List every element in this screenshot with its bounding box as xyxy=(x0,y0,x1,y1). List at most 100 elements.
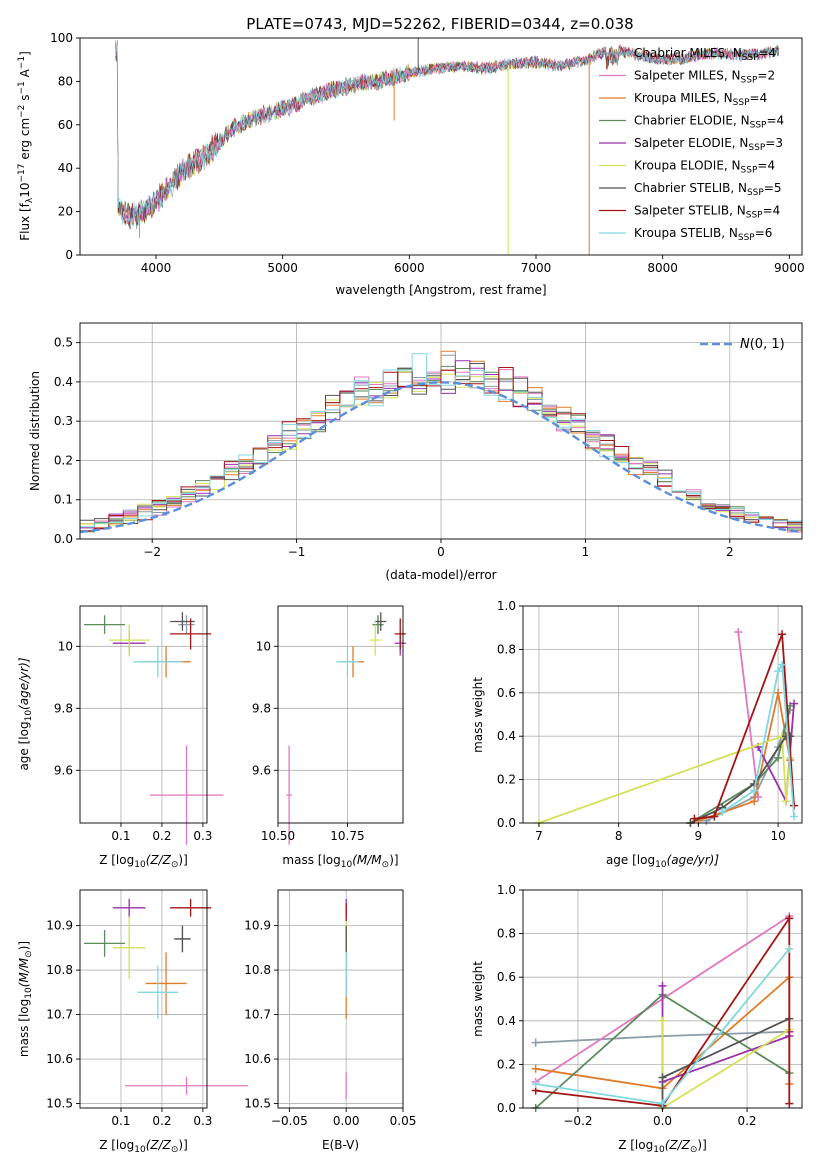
y-tick-label: 0.2 xyxy=(497,1057,516,1071)
label-part: =2 xyxy=(757,69,775,83)
label-part: (age/yr)] xyxy=(17,657,31,710)
y-tick-label: 9.8 xyxy=(252,701,271,715)
y-tick-label: 0.2 xyxy=(54,453,73,467)
x-tick-label: 0.3 xyxy=(193,1114,212,1128)
label-part: =4 xyxy=(750,91,768,105)
label-part: (Z/Z xyxy=(146,1138,172,1152)
label-part: SSP xyxy=(741,166,758,176)
y-tick-label: 10.9 xyxy=(46,919,73,933)
y-axis-label: age [log10(age/yr)] xyxy=(17,657,34,770)
x-tick-label: 0.05 xyxy=(390,1114,417,1128)
mass_vs_EBV-axes xyxy=(278,890,404,1108)
weight-marker xyxy=(778,660,787,669)
weight-marker xyxy=(782,797,791,806)
y-axis-label: mass [log10(M/M⊙)] xyxy=(17,941,34,1057)
label-part: (M/M xyxy=(352,853,382,867)
axes-frame xyxy=(79,889,208,1109)
label-part: (age/yr)] xyxy=(667,853,720,867)
weight-marker xyxy=(658,1099,667,1108)
label-part: (Z/Z xyxy=(665,1138,691,1152)
legend-entry: Kroupa ELODIE, NSSP=4 xyxy=(634,159,775,176)
label-part: )] xyxy=(178,853,187,867)
y-tick-label: 0.5 xyxy=(54,336,73,350)
weight-line-5 xyxy=(538,734,791,824)
label-part: Kroupa STELIB, N xyxy=(634,226,738,240)
weight-marker xyxy=(531,1080,540,1089)
label-part: =4 xyxy=(757,159,775,173)
y-tick-label: 9.8 xyxy=(54,701,73,715)
weight-marker xyxy=(774,688,783,697)
y-tick-label: 1.0 xyxy=(497,883,516,897)
legend-entry: Salpeter ELODIE, NSSP=3 xyxy=(634,136,783,153)
label-part: SSP xyxy=(747,188,764,198)
weight-marker xyxy=(690,814,699,823)
axes-frame xyxy=(79,37,803,256)
residual_hist-axes xyxy=(79,323,803,540)
label-part: A xyxy=(18,68,32,81)
histogram-step-8 xyxy=(80,353,802,528)
x-tick-label: −0.05 xyxy=(271,1114,308,1128)
age_vs_Z-frame: 0.1 0.2 0.3 9.6 9.8 10 xyxy=(54,605,212,843)
weight-marker xyxy=(750,786,759,795)
label-part: (M/M xyxy=(17,957,31,987)
weight-marker xyxy=(531,1038,540,1047)
x-axis-label: (data-model)/error xyxy=(385,568,496,582)
y-tick-label: 100 xyxy=(50,31,73,45)
axes-frame xyxy=(79,605,208,824)
mass_weight_vs_age-frame: 7 8 9 10 0.0 0.2 0.4 0.6 0.8 1.0 xyxy=(497,599,803,843)
weight-marker xyxy=(790,812,799,821)
x-tick-label: 10.50 xyxy=(261,829,295,843)
label-part: erg cm xyxy=(18,118,32,164)
y-tick-label: 10.8 xyxy=(244,963,271,977)
legend-entry: Kroupa STELIB, NSSP=6 xyxy=(634,226,772,243)
x-tick-label: 0.0 xyxy=(653,1114,672,1128)
weight-line-7 xyxy=(535,915,791,1107)
y-axis-label: mass weight xyxy=(471,961,485,1037)
y-axis-label: Normed distribution xyxy=(28,371,42,491)
weight-marker xyxy=(531,1064,540,1073)
mass_vs_EBV-frame: −0.05 0.00 0.05 10.5 10.6 10.7 10.8 10.9 xyxy=(244,889,417,1128)
label-part: (Z/Z xyxy=(146,853,172,867)
label-part: ⊙ xyxy=(171,1145,179,1155)
label-part: )] xyxy=(697,1138,706,1152)
label-part: =5 xyxy=(764,181,782,195)
label-part: SSP xyxy=(738,233,755,243)
weight-marker xyxy=(658,1073,667,1082)
y-axis-label: mass weight xyxy=(471,677,485,753)
label-part: SSP xyxy=(741,76,758,86)
spectrum-line-8 xyxy=(115,45,779,228)
label-part: Z [log xyxy=(99,1138,134,1152)
x-axis-label: Z [log10(Z/Z⊙)] xyxy=(99,853,188,870)
x-tick-label: 10.75 xyxy=(330,829,364,843)
x-axis-label: Z [log10(Z/Z⊙)] xyxy=(99,1138,188,1155)
y-tick-label: 0.3 xyxy=(54,414,73,428)
y-tick-label: 0.0 xyxy=(497,816,516,830)
label-part: =3 xyxy=(765,136,783,150)
y-tick-label: 0.6 xyxy=(497,686,516,700)
label-part: age [log xyxy=(606,853,655,867)
weight-marker xyxy=(785,1099,794,1108)
weight-line-3 xyxy=(689,705,791,824)
weight-marker xyxy=(774,667,783,676)
x-tick-label: 5000 xyxy=(267,261,298,275)
spectrum-frame: 4000 5000 6000 7000 8000 9000 0 20 40 60 80 100 xyxy=(50,31,805,275)
label-part: 10 xyxy=(24,987,34,999)
weight-marker xyxy=(710,812,719,821)
y-tick-label: 0.6 xyxy=(497,970,516,984)
mass_weight_vs_Z-frame: −0.2 0.0 0.2 0.0 0.2 0.4 0.6 0.8 1.0 xyxy=(497,883,803,1128)
x-tick-label: 0.3 xyxy=(193,829,212,843)
label-part: SSP xyxy=(733,98,750,108)
label-part: 10 xyxy=(18,183,32,198)
label-part: SSP xyxy=(750,121,767,131)
x-tick-label: 7 xyxy=(535,829,543,843)
label-part: ] xyxy=(18,51,32,56)
label-part: age [log xyxy=(17,721,31,770)
legend-entry: Chabrier MILES, NSSP=4 xyxy=(634,46,776,63)
label-part: −2 xyxy=(17,105,27,118)
weight-marker xyxy=(658,1016,667,1025)
label-part: 10 xyxy=(341,860,353,870)
label-part: −1 xyxy=(17,56,27,69)
x-axis-label: wavelength [Angstrom, rest frame] xyxy=(335,283,546,297)
y-tick-label: 0.1 xyxy=(54,493,73,507)
